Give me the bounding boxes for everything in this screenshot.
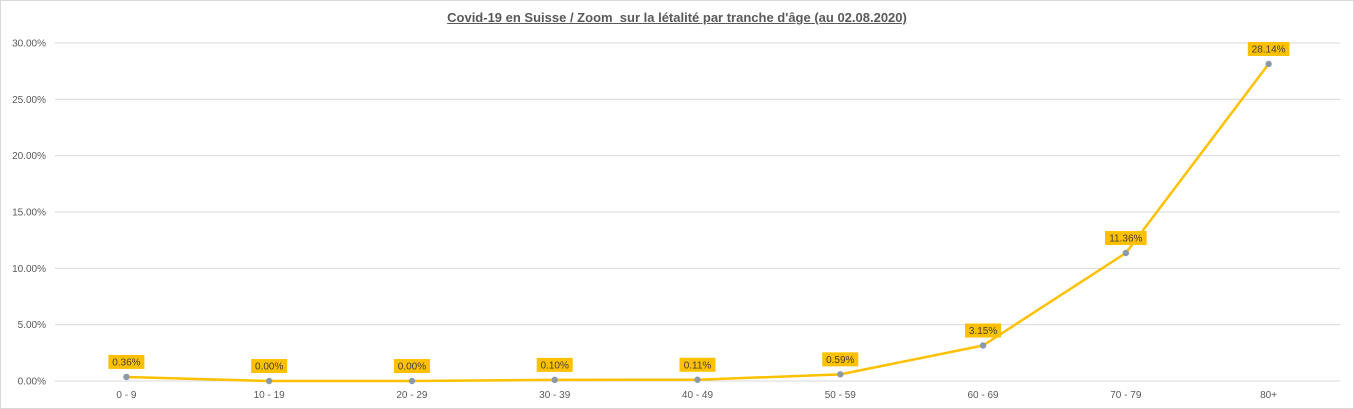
data-label-box [1247,41,1290,56]
gridlines [55,42,1340,382]
data-label-text: 11.36% [1109,234,1142,245]
x-axis-ticks: 0 - 9 10 - 19 20 - 29 30 - 39 40 - 49 50 - 59… [116,390,1277,401]
data-label-text: 0.11% [684,360,712,371]
x-tick-label: 60 - 69 [967,390,999,401]
y-tick-label: 20.00% [12,151,46,162]
data-label-box [1105,231,1147,246]
data-points [123,60,1272,385]
data-point [837,371,844,378]
data-point [1265,60,1272,68]
data-point [123,373,130,381]
data-label-box [251,359,288,373]
data-label-box [393,359,430,373]
data-label-text: 0.00% [398,362,426,373]
data-point [979,342,987,349]
data-label: 0.00% [393,359,430,373]
data-label-box [108,354,145,369]
y-tick-label: 30.00% [12,39,46,50]
y-axis-ticks: 0.00% 5.00% 10.00% 15.00% 20.00% 25.00% 30.00% [12,39,46,388]
data-point [551,376,558,384]
data-label-text: 0.10% [541,360,569,371]
y-tick-label: 15.00% [12,208,46,219]
data-point [1122,249,1130,257]
data-label-box [822,352,859,367]
chart-title: Covid-19 en Suisse / Zoom sur la létalit… [447,10,907,25]
data-label-text: 0.00% [255,362,283,373]
series-line [126,63,1270,383]
data-label-text: 3.15% [969,326,997,337]
x-tick-label: 40 - 49 [682,390,714,401]
data-label: 3.15% [965,323,1002,338]
x-tick-label: 80+ [1260,390,1277,401]
x-tick-label: 50 - 59 [825,390,857,401]
data-label-box [679,357,716,372]
data-label: 28.14% [1247,41,1290,56]
data-label: 0.11% [679,357,716,372]
data-label: 0.10% [536,357,573,372]
data-point [694,376,701,383]
data-point [408,377,416,385]
x-tick-label: 0 - 9 [116,390,136,401]
data-label: 11.36% [1105,231,1147,246]
x-tick-label: 30 - 39 [539,390,571,401]
data-label-box [965,323,1002,338]
data-label: 0.59% [822,352,859,367]
x-tick-label: 20 - 29 [396,390,428,401]
y-tick-label: 0.00% [18,377,46,388]
data-label-text: 28.14% [1252,44,1286,55]
data-point [265,377,273,385]
data-label: 0.00% [251,359,288,373]
data-label: 0.36% [108,354,145,369]
data-label-box [536,357,573,372]
data-label-text: 0.36% [112,357,140,368]
y-tick-label: 25.00% [12,95,46,106]
y-tick-label: 5.00% [18,320,46,331]
x-tick-label: 10 - 19 [254,390,286,401]
x-tick-label: 70 - 79 [1110,390,1142,401]
y-tick-label: 10.00% [12,264,46,275]
data-label-text: 0.59% [826,355,854,366]
series-lines [126,63,1270,383]
data-labels: 0.36% 0.00% 0.00% 0.10% 0.11% 0.59% 3.15% 11.36… [108,41,1290,373]
